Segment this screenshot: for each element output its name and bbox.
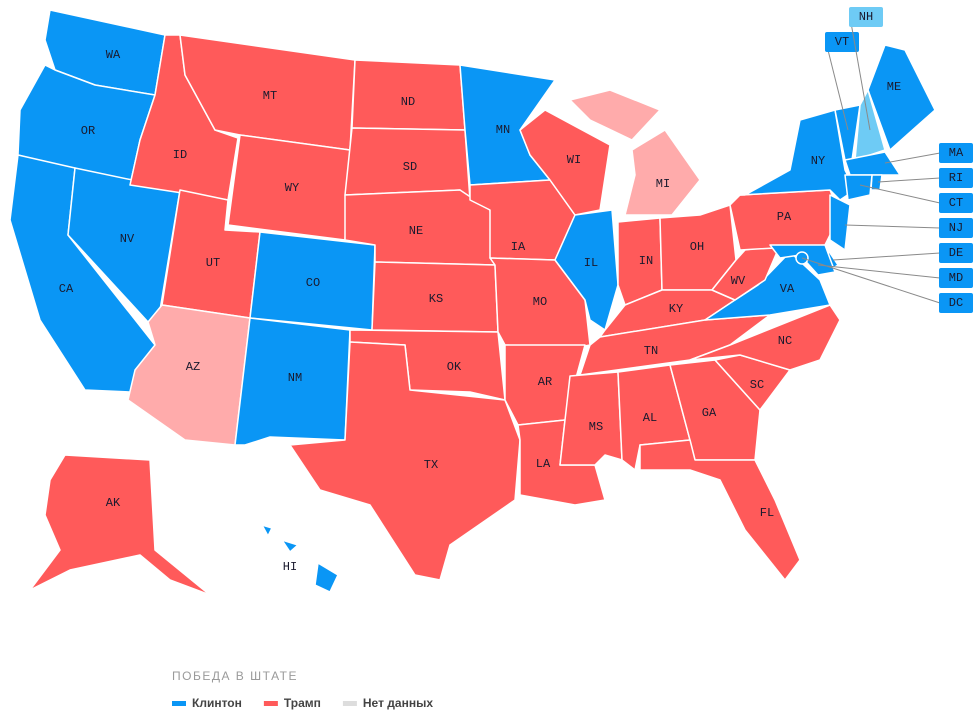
state-label: FL (760, 506, 774, 520)
legend-title: ПОБЕДА В ШТАТЕ (172, 669, 298, 683)
callout-line (884, 152, 941, 164)
callout-line (832, 252, 941, 261)
state-label: KY (669, 302, 683, 316)
callout-box (939, 218, 973, 238)
state (554, 209, 619, 331)
state-label: AR (538, 375, 552, 389)
state-label: NY (811, 154, 825, 168)
state-label: CO (306, 276, 320, 290)
state-label: NC (778, 334, 792, 348)
state-label: ID (173, 148, 187, 162)
state-label: LA (536, 457, 551, 471)
state (127, 304, 251, 446)
state-label: AZ (186, 360, 200, 374)
state (844, 151, 901, 176)
state (769, 244, 836, 276)
legend-label: Трамп (284, 696, 321, 710)
state-label: WY (285, 181, 299, 195)
state-label: MT (263, 89, 277, 103)
state-label: WA (106, 48, 121, 62)
state-label: ME (887, 80, 901, 94)
state-label: OK (447, 360, 462, 374)
callout-box (825, 32, 859, 52)
state (854, 89, 886, 161)
state (261, 524, 339, 593)
callout-box (939, 268, 973, 288)
state-label: UT (206, 256, 220, 270)
callout-box (939, 193, 973, 213)
callout-line (849, 16, 871, 131)
state-label: MD (949, 271, 963, 285)
state (289, 341, 521, 581)
state (689, 304, 841, 371)
legend: ПОБЕДА В ШТАТЕ Клинтон Трамп Нет данных (172, 669, 433, 710)
legend-swatch (342, 701, 357, 706)
state (867, 44, 936, 151)
state-label: IN (639, 254, 653, 268)
state-label: ND (401, 95, 415, 109)
states (9, 9, 936, 596)
state-label: IL (584, 256, 598, 270)
state-label: NV (120, 232, 135, 246)
state (844, 174, 873, 201)
state-label: AK (106, 496, 121, 510)
state (519, 109, 611, 216)
state-label: NJ (949, 221, 963, 235)
callout-line (844, 224, 941, 229)
callout-line (825, 41, 849, 131)
state-label: GA (702, 406, 717, 420)
legend-swatch (263, 701, 278, 706)
legend-label: Нет данных (363, 696, 433, 710)
state-label: AL (643, 411, 657, 425)
callout-line (877, 177, 941, 183)
callout-box (849, 7, 883, 27)
state-label: OH (690, 240, 704, 254)
state-label: NH (859, 10, 873, 24)
callout-line (817, 264, 941, 279)
state-label: IA (511, 240, 526, 254)
state-label: PA (777, 210, 792, 224)
state-label: NE (409, 224, 423, 238)
state-label: SD (403, 160, 417, 174)
state-label: MA (949, 146, 964, 160)
state-label: KS (429, 292, 443, 306)
state-label: CT (949, 196, 963, 210)
state-label: MS (589, 420, 603, 434)
state-label: TN (644, 344, 658, 358)
state (639, 439, 801, 581)
state-label: DE (949, 246, 963, 260)
state-label: OR (81, 124, 95, 138)
callout-box (939, 243, 973, 263)
state-label: MN (496, 123, 510, 137)
state-label: NM (288, 371, 302, 385)
state-label: MO (533, 295, 547, 309)
callout-box (939, 168, 973, 188)
state-label: WI (567, 153, 581, 167)
state (569, 89, 701, 216)
callout-line (859, 184, 941, 204)
state-label: DC (949, 296, 963, 310)
state-label: SC (750, 378, 764, 392)
callout-box (939, 293, 973, 313)
state-label: HI (283, 560, 297, 574)
state (29, 454, 211, 596)
state (559, 371, 623, 466)
state-labels: WA OR CA NV ID MT WY UT CO AZ NM ND SD NE KS OK TX MN IA MO… (59, 7, 973, 574)
state (829, 194, 851, 251)
state-label: RI (949, 171, 963, 185)
state-label: TX (424, 458, 438, 472)
callout-line (801, 257, 941, 304)
state-label: VT (835, 35, 849, 49)
callout-box (939, 143, 973, 163)
state-label: CA (59, 282, 74, 296)
state (579, 314, 771, 376)
state-label: VA (780, 282, 795, 296)
state-label: MI (656, 177, 670, 191)
legend-swatch (172, 701, 186, 706)
legend-label: Клинтон (192, 696, 242, 710)
state-label: WV (731, 274, 746, 288)
